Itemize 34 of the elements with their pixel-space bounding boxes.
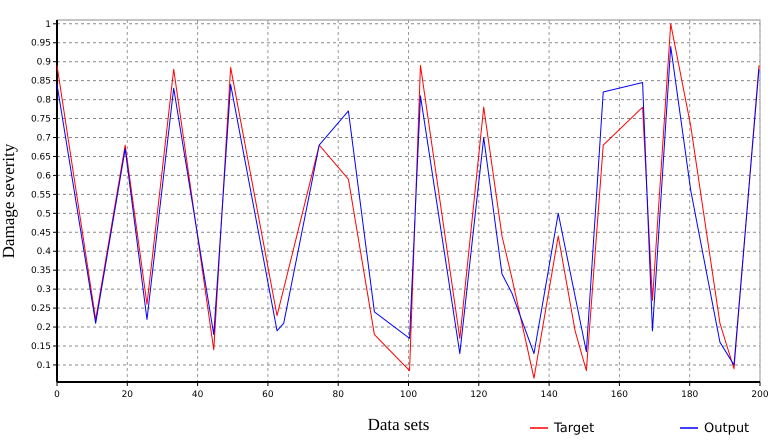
x-tick-label: 120 (470, 390, 488, 400)
y-tick-label: 0.85 (30, 76, 51, 87)
y-tick-label: 0.3 (36, 285, 51, 296)
y-tick-label: 0.2 (36, 323, 51, 334)
x-axis-title: Data sets (368, 415, 430, 434)
y-tick-label: 0.45 (30, 228, 51, 238)
y-tick-label: 0.6 (36, 171, 52, 182)
x-tick-label: 140 (540, 390, 558, 400)
x-tick-label: 180 (681, 390, 699, 400)
y-tick-label: 0.35 (30, 266, 51, 276)
y-tick-label: 0.7 (36, 134, 51, 144)
x-tick-label: 0 (54, 390, 60, 400)
y-tick-label: 1 (45, 20, 51, 30)
x-tick-label: 100 (400, 390, 418, 400)
y-tick-label: 0.25 (30, 304, 51, 314)
legend-label: Target (553, 421, 594, 436)
y-tick-label: 0.4 (36, 247, 52, 258)
x-tick-label: 80 (332, 390, 344, 400)
x-tick-label: 40 (192, 390, 204, 400)
y-tick-label: 0.15 (30, 342, 51, 352)
y-axis-title: Damage severity (0, 143, 18, 258)
y-tick-label: 0.5 (36, 209, 51, 220)
y-tick-label: 0.55 (30, 190, 51, 200)
y-tick-label: 0.95 (30, 38, 51, 49)
y-tick-label: 0.65 (30, 152, 51, 162)
x-tick-label: 160 (610, 390, 628, 400)
y-tick-label: 0.9 (36, 58, 52, 68)
legend-label: Output (704, 421, 750, 436)
y-tick-label: 0.1 (36, 360, 51, 371)
y-tick-label: 0.75 (30, 114, 51, 125)
x-tick-label: 200 (751, 390, 769, 400)
x-tick-label: 60 (262, 390, 274, 400)
y-tick-label: 0.8 (36, 96, 52, 106)
x-tick-label: 20 (122, 390, 134, 400)
